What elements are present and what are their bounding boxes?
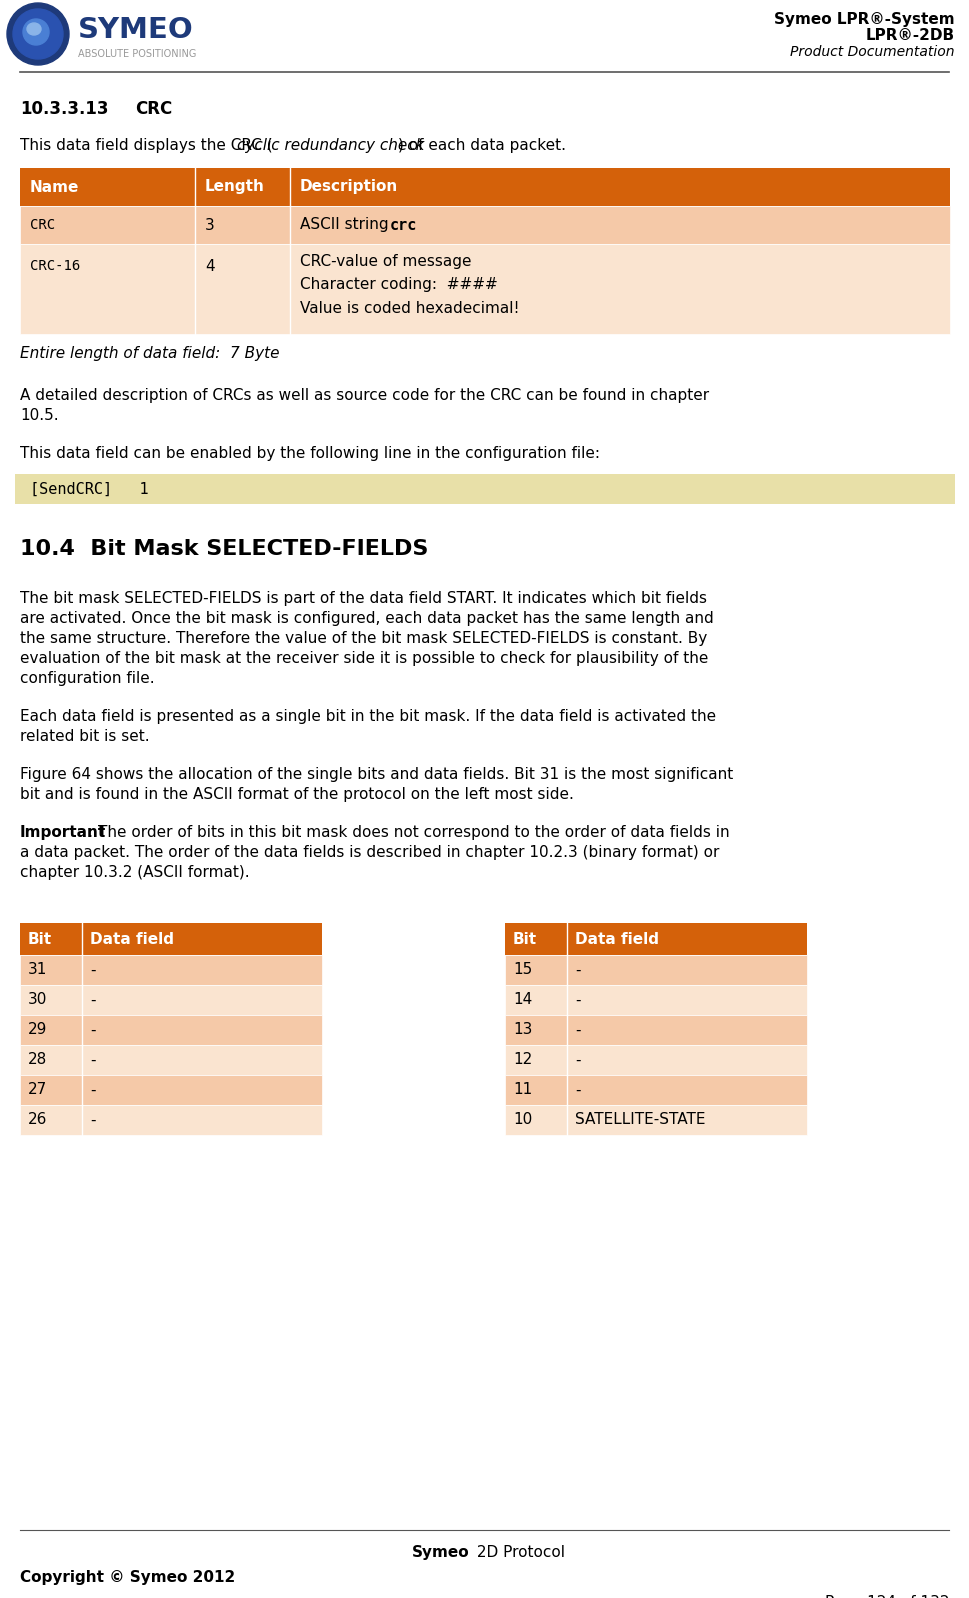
Text: Symeo LPR®-System: Symeo LPR®-System	[774, 13, 955, 27]
FancyBboxPatch shape	[20, 206, 950, 244]
Text: 3: 3	[205, 217, 215, 232]
Text: -: -	[90, 1112, 96, 1128]
Text: Data field: Data field	[90, 932, 174, 946]
Text: 13: 13	[513, 1023, 532, 1037]
FancyBboxPatch shape	[20, 956, 322, 984]
Text: Name: Name	[30, 179, 79, 195]
Text: 12: 12	[513, 1053, 532, 1067]
FancyBboxPatch shape	[505, 984, 807, 1015]
Text: -: -	[575, 992, 580, 1007]
Text: -: -	[575, 962, 580, 978]
Text: related bit is set.: related bit is set.	[20, 729, 149, 745]
Text: CRC-16: CRC-16	[30, 259, 80, 273]
FancyBboxPatch shape	[505, 924, 807, 956]
Text: The bit mask SELECTED-FIELDS is part of the data field START. It indicates which: The bit mask SELECTED-FIELDS is part of …	[20, 591, 707, 606]
Text: the same structure. Therefore the value of the bit mask SELECTED-FIELDS is const: the same structure. Therefore the value …	[20, 631, 707, 646]
Text: Bit: Bit	[28, 932, 52, 946]
Text: CRC: CRC	[135, 101, 172, 118]
Text: This data field displays the CRC (: This data field displays the CRC (	[20, 137, 272, 153]
Text: Figure 64 shows the allocation of the single bits and data fields. Bit 31 is the: Figure 64 shows the allocation of the si…	[20, 767, 734, 781]
Text: Bit: Bit	[513, 932, 537, 946]
FancyBboxPatch shape	[505, 1015, 807, 1045]
Text: Description: Description	[300, 179, 398, 195]
Text: are activated. Once the bit mask is configured, each data packet has the same le: are activated. Once the bit mask is conf…	[20, 610, 714, 626]
Text: -: -	[90, 1082, 96, 1098]
FancyBboxPatch shape	[505, 956, 807, 984]
Text: -: -	[90, 962, 96, 978]
Text: Each data field is presented as a single bit in the bit mask. If the data field : Each data field is presented as a single…	[20, 710, 716, 724]
FancyBboxPatch shape	[20, 1075, 322, 1104]
Text: This data field can be enabled by the following line in the configuration file:: This data field can be enabled by the fo…	[20, 446, 600, 460]
Text: CRC: CRC	[30, 217, 55, 232]
Text: 29: 29	[28, 1023, 47, 1037]
Text: Product Documentation: Product Documentation	[791, 45, 955, 59]
Text: Value is coded hexadecimal!: Value is coded hexadecimal!	[300, 300, 519, 316]
Text: ) of each data packet.: ) of each data packet.	[398, 137, 566, 153]
FancyBboxPatch shape	[20, 168, 950, 206]
Text: 15: 15	[513, 962, 532, 978]
Text: 31: 31	[28, 962, 47, 978]
Text: -: -	[90, 1023, 96, 1037]
Text: 2D Protocol: 2D Protocol	[472, 1545, 565, 1560]
Text: 11: 11	[513, 1082, 532, 1098]
Text: Character coding:  ####: Character coding: ####	[300, 276, 498, 292]
Ellipse shape	[7, 3, 69, 66]
Text: -: -	[575, 1053, 580, 1067]
Text: -: -	[90, 992, 96, 1007]
FancyBboxPatch shape	[15, 475, 955, 503]
Text: A detailed description of CRCs as well as source code for the CRC can be found i: A detailed description of CRCs as well a…	[20, 388, 709, 403]
Text: : The order of bits in this bit mask does not correspond to the order of data fi: : The order of bits in this bit mask doe…	[88, 825, 730, 841]
Text: SATELLITE-STATE: SATELLITE-STATE	[575, 1112, 705, 1128]
FancyBboxPatch shape	[20, 244, 950, 334]
Text: Entire length of data field:  7 Byte: Entire length of data field: 7 Byte	[20, 347, 279, 361]
FancyBboxPatch shape	[20, 1104, 322, 1135]
Text: Copyright © Symeo 2012: Copyright © Symeo 2012	[20, 1569, 235, 1585]
Text: 14: 14	[513, 992, 532, 1007]
Text: SYMEO: SYMEO	[78, 16, 194, 45]
Ellipse shape	[13, 10, 63, 59]
FancyBboxPatch shape	[505, 1045, 807, 1075]
Ellipse shape	[27, 22, 41, 35]
Text: 27: 27	[28, 1082, 47, 1098]
FancyBboxPatch shape	[20, 984, 322, 1015]
Text: Data field: Data field	[575, 932, 659, 946]
Text: ABSOLUTE POSITIONING: ABSOLUTE POSITIONING	[78, 50, 197, 59]
Text: CRC-value of message: CRC-value of message	[300, 254, 472, 268]
Text: 28: 28	[28, 1053, 47, 1067]
Text: chapter 10.3.2 (ASCII format).: chapter 10.3.2 (ASCII format).	[20, 865, 250, 880]
Text: ASCII string: ASCII string	[300, 217, 393, 232]
Text: -: -	[90, 1053, 96, 1067]
Text: -: -	[575, 1082, 580, 1098]
Text: [SendCRC]   1: [SendCRC] 1	[30, 481, 148, 497]
Text: Symeo: Symeo	[413, 1545, 470, 1560]
Text: evaluation of the bit mask at the receiver side it is possible to check for plau: evaluation of the bit mask at the receiv…	[20, 650, 708, 666]
Text: 10: 10	[513, 1112, 532, 1128]
Text: Important: Important	[20, 825, 107, 841]
Text: configuration file.: configuration file.	[20, 671, 155, 686]
Text: a data packet. The order of the data fields is described in chapter 10.2.3 (bina: a data packet. The order of the data fie…	[20, 845, 719, 860]
Text: LPR®-2DB: LPR®-2DB	[866, 29, 955, 43]
Text: Page 124 of 132: Page 124 of 132	[826, 1595, 950, 1598]
Text: 26: 26	[28, 1112, 47, 1128]
Text: 10.3.3.13: 10.3.3.13	[20, 101, 109, 118]
Text: crc: crc	[390, 217, 418, 232]
FancyBboxPatch shape	[20, 924, 322, 956]
FancyBboxPatch shape	[20, 1015, 322, 1045]
Text: -: -	[575, 1023, 580, 1037]
Text: 10.5.: 10.5.	[20, 407, 59, 423]
FancyBboxPatch shape	[505, 1075, 807, 1104]
Text: Length: Length	[205, 179, 265, 195]
FancyBboxPatch shape	[20, 1045, 322, 1075]
Text: 4: 4	[205, 259, 214, 273]
FancyBboxPatch shape	[505, 1104, 807, 1135]
Text: cyclic redundancy check: cyclic redundancy check	[237, 137, 424, 153]
Text: 10.4  Bit Mask SELECTED-FIELDS: 10.4 Bit Mask SELECTED-FIELDS	[20, 539, 428, 559]
Text: bit and is found in the ASCII format of the protocol on the left most side.: bit and is found in the ASCII format of …	[20, 786, 574, 802]
Ellipse shape	[23, 19, 49, 45]
Text: 30: 30	[28, 992, 47, 1007]
